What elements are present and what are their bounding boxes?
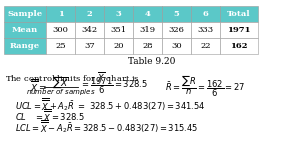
Bar — [191, 38, 220, 54]
Text: $\overline{\overline{X}}=$: $\overline{\overline{X}}=$ — [30, 78, 47, 94]
Bar — [104, 22, 133, 38]
Text: Total: Total — [227, 10, 251, 18]
Text: $CL\quad=\overline{\overline{X}}=328.5$: $CL\quad=\overline{\overline{X}}=328.5$ — [15, 108, 85, 124]
Text: Mean: Mean — [12, 26, 38, 34]
Bar — [220, 38, 258, 54]
Text: $\bar{R}=\dfrac{\sum R}{n}=\dfrac{162}{6}=27$: $\bar{R}=\dfrac{\sum R}{n}=\dfrac{162}{6… — [165, 73, 245, 99]
Text: 20: 20 — [113, 42, 124, 50]
Text: 3: 3 — [116, 10, 122, 18]
Text: 342: 342 — [82, 26, 98, 34]
Text: 333: 333 — [198, 26, 214, 34]
Text: $\sum\overline{X}$: $\sum\overline{X}$ — [52, 74, 68, 90]
Bar — [191, 6, 220, 22]
Bar — [133, 22, 162, 38]
Bar — [4, 6, 46, 22]
Text: 28: 28 — [142, 42, 153, 50]
Text: Sample: Sample — [8, 10, 42, 18]
Text: 326: 326 — [168, 26, 185, 34]
Text: 351: 351 — [110, 26, 127, 34]
Text: Table 9.20: Table 9.20 — [128, 57, 175, 66]
Text: $=\dfrac{1971}{6}=328.5$: $=\dfrac{1971}{6}=328.5$ — [80, 76, 148, 96]
Text: The control limits for $\overline{X}$ chart is: The control limits for $\overline{X}$ ch… — [5, 70, 140, 84]
Bar — [162, 22, 191, 38]
Bar — [162, 38, 191, 54]
Text: 300: 300 — [52, 26, 68, 34]
Bar — [75, 6, 104, 22]
Bar — [133, 38, 162, 54]
Bar — [104, 38, 133, 54]
Text: 4: 4 — [145, 10, 150, 18]
Bar — [46, 22, 75, 38]
Text: 5: 5 — [174, 10, 179, 18]
Text: Range: Range — [10, 42, 40, 50]
Bar — [220, 6, 258, 22]
Bar — [104, 6, 133, 22]
Bar — [46, 38, 75, 54]
Bar — [162, 6, 191, 22]
Text: 6: 6 — [203, 10, 208, 18]
Bar — [4, 22, 46, 38]
Text: 30: 30 — [171, 42, 182, 50]
Bar — [46, 6, 75, 22]
Bar — [191, 22, 220, 38]
Text: 162: 162 — [230, 42, 248, 50]
Text: 22: 22 — [200, 42, 211, 50]
Text: $LCL=\overline{\overline{X}}-A_2\bar{R}=328.5-0.483(27)=315.45$: $LCL=\overline{\overline{X}}-A_2\bar{R}=… — [15, 119, 198, 135]
Bar — [133, 6, 162, 22]
Bar — [75, 38, 104, 54]
Text: 319: 319 — [139, 26, 155, 34]
Bar — [4, 38, 46, 54]
Text: $\mathit{number\ of\ samples}$: $\mathit{number\ of\ samples}$ — [26, 87, 96, 97]
Text: 2: 2 — [87, 10, 92, 18]
Text: 37: 37 — [84, 42, 95, 50]
Text: 1: 1 — [58, 10, 63, 18]
Bar — [220, 22, 258, 38]
Text: 1971: 1971 — [227, 26, 251, 34]
Text: $UCL=\overline{\overline{X}}+A_2\bar{R}\ =\ 328.5+0.483(27)=341.54$: $UCL=\overline{\overline{X}}+A_2\bar{R}\… — [15, 97, 206, 113]
Bar — [75, 22, 104, 38]
Text: 25: 25 — [55, 42, 66, 50]
